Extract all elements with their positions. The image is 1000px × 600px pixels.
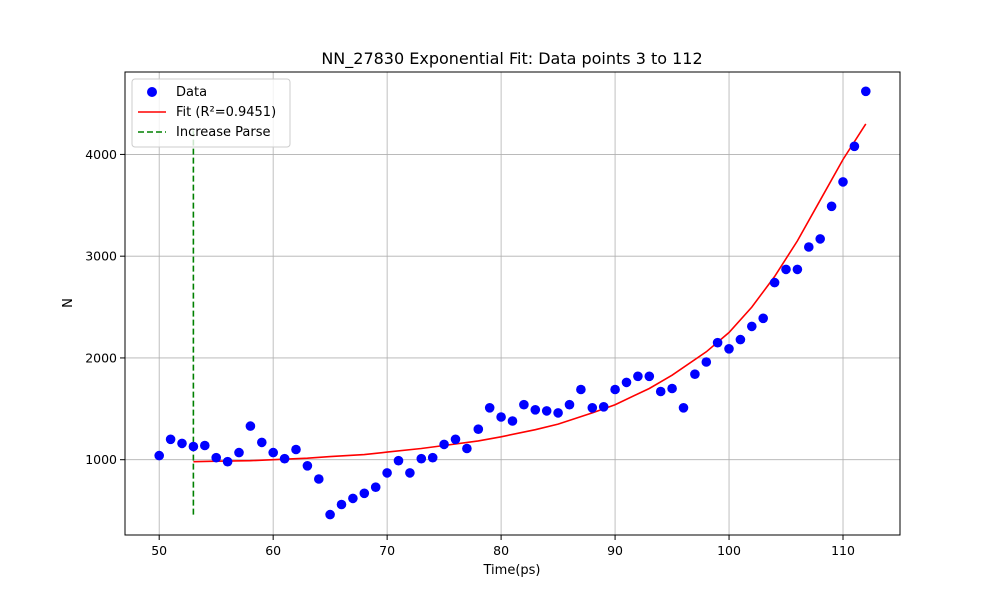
data-point [211, 452, 221, 463]
data-point [370, 482, 381, 493]
data-point [222, 456, 233, 467]
x-tick-label: 110 [831, 543, 855, 558]
y-tick-label: 4000 [85, 147, 117, 162]
x-tick-label: 80 [493, 543, 509, 558]
data-point [416, 453, 427, 464]
data-point [804, 242, 814, 252]
y-tick-label: 3000 [85, 249, 117, 264]
data-point [268, 447, 279, 458]
data-point [302, 461, 313, 471]
data-point [359, 488, 370, 499]
data-point [667, 383, 677, 394]
data-point [188, 441, 199, 452]
data-point [564, 399, 575, 410]
y-tick-label: 2000 [85, 350, 117, 365]
data-point [257, 437, 267, 448]
data-point [553, 408, 563, 418]
data-point [610, 384, 620, 395]
data-point [154, 450, 164, 461]
data-point [496, 412, 506, 422]
data-point [781, 264, 791, 275]
x-tick-label: 70 [379, 543, 395, 558]
data-point [758, 313, 768, 324]
data-point [690, 369, 700, 380]
legend-frame [131, 78, 291, 148]
data-point [393, 455, 404, 466]
data-point [724, 344, 734, 354]
data-point [314, 474, 324, 484]
data-point [484, 403, 495, 413]
data-point [530, 405, 541, 415]
axis-ticks: 50 60 70 80 90 100 110 1000 2000 3000 4000 [85, 147, 855, 558]
x-tick-label: 90 [607, 543, 623, 558]
data-point [769, 277, 780, 288]
data-points-layer [154, 86, 871, 520]
plot-frame [124, 71, 901, 536]
data-point [655, 386, 666, 397]
data-point [405, 468, 415, 478]
data-point [644, 371, 655, 382]
data-point [792, 264, 803, 275]
data-point [245, 421, 256, 431]
data-point [701, 357, 712, 367]
data-point [861, 86, 871, 97]
x-tick-label: 60 [265, 543, 281, 558]
data-point [576, 384, 586, 395]
data-point [473, 424, 484, 435]
x-tick-label: 50 [151, 543, 167, 558]
data-point [678, 403, 689, 413]
legend-increase-parse-label: Increase Parse [176, 125, 271, 140]
fit-curve [193, 123, 867, 463]
data-point [735, 334, 746, 345]
data-point [291, 444, 301, 455]
data-point [826, 201, 837, 212]
data-point [815, 234, 825, 244]
data-point [462, 443, 472, 454]
data-point [541, 406, 552, 416]
data-point [234, 447, 244, 458]
data-point [325, 509, 335, 520]
data-point [712, 337, 723, 348]
data-point [747, 321, 757, 332]
data-point [177, 438, 187, 449]
y-axis-label: N [61, 298, 76, 308]
legend-fit-label: Fit (R²=0.9451) [176, 105, 276, 120]
y-tick-label: 1000 [85, 452, 117, 467]
legend-data-marker [147, 87, 157, 97]
fit-curve-layer [193, 123, 867, 463]
x-axis-label: Time(ps) [483, 563, 541, 578]
data-point [598, 402, 609, 412]
data-point [382, 468, 392, 478]
data-point [519, 399, 529, 410]
data-point [621, 377, 632, 388]
data-point [838, 177, 848, 187]
chart-title: NN_27830 Exponential Fit: Data points 3 … [321, 49, 702, 69]
data-point [439, 439, 449, 450]
data-point [450, 434, 461, 445]
data-point [633, 371, 643, 382]
data-point [200, 440, 210, 451]
data-point [336, 499, 347, 510]
data-point [849, 141, 860, 152]
data-point [279, 453, 290, 464]
data-point [587, 403, 598, 413]
x-tick-label: 100 [717, 543, 741, 558]
grid [125, 72, 900, 535]
data-point [507, 416, 518, 426]
legend-data-label: Data [176, 85, 207, 100]
legend: Data Fit (R²=0.9451) Increase Parse [131, 78, 291, 148]
data-point [165, 434, 176, 445]
data-point [427, 452, 438, 463]
data-point [348, 493, 358, 504]
